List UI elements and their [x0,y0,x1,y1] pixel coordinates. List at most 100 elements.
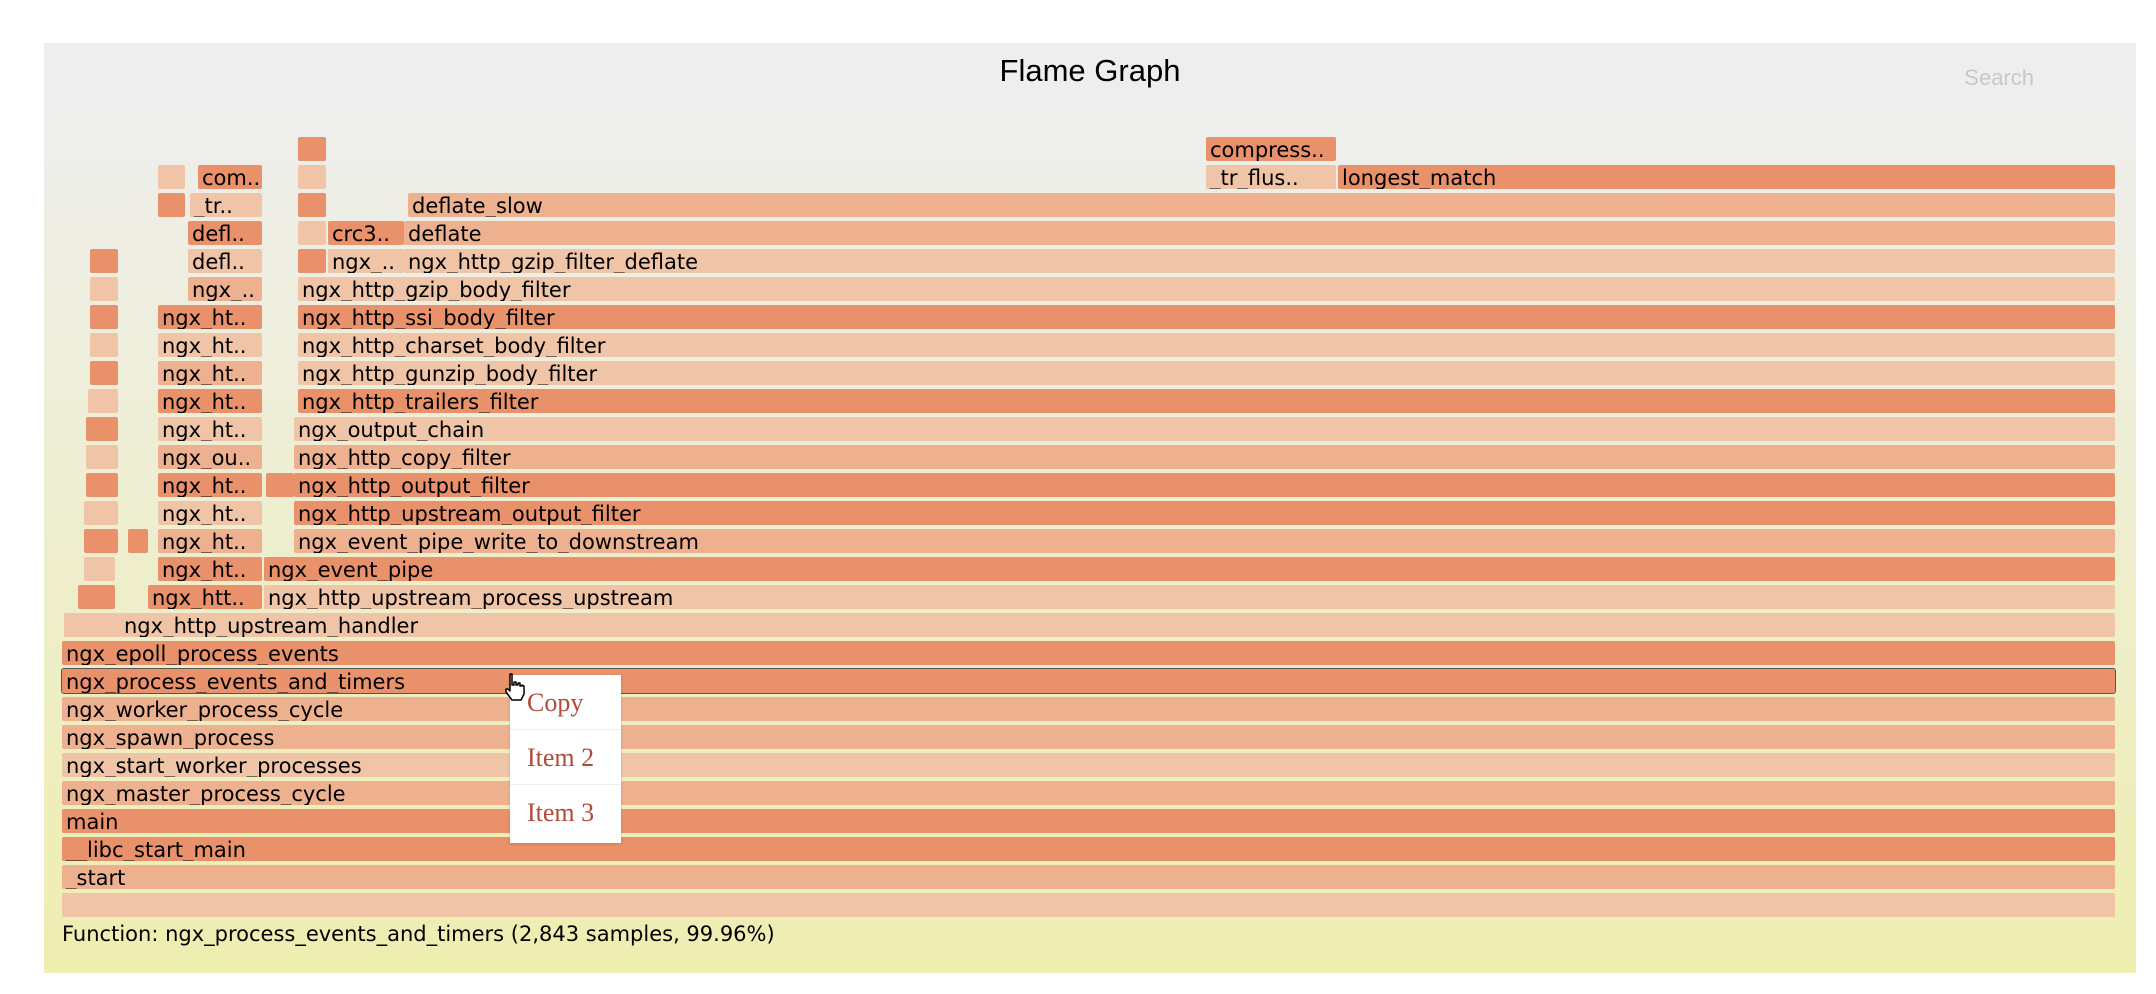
frame-crc3[interactable]: crc3.. [328,221,404,245]
frame-label: ngx_master_process_cycle [66,782,346,805]
frame-libc-start-main[interactable]: __libc_start_main [62,837,2115,861]
frame-ngx-http-ssi-body-filter[interactable]: ngx_http_ssi_body_filter [298,305,2115,329]
frame-ngx-ht[interactable]: ngx_ht.. [158,417,262,441]
frame-unlabeled[interactable] [84,529,118,553]
frame-ngx-http-upstream-handler[interactable]: ngx_http_upstream_handler [120,613,2115,637]
frame-ngx-output-chain[interactable]: ngx_output_chain [294,417,2115,441]
frame-unlabeled[interactable] [128,529,148,553]
frame-ngx-worker-process-cycle[interactable]: ngx_worker_process_cycle [62,697,2115,721]
frame-unlabeled[interactable] [90,249,118,273]
frame-label: ngx_ou.. [162,446,252,469]
frame-unlabeled[interactable] [84,557,115,581]
frame-start[interactable]: _start [62,865,2115,889]
context-menu-item-2[interactable]: Item 2 [510,730,621,785]
frame-label: ngx_ht.. [162,390,247,413]
search-button[interactable]: Search [1964,65,2034,90]
frame-ngx[interactable]: ngx_.. [328,249,404,273]
frame-com[interactable]: com.. [198,165,262,189]
frame-label: ngx_ht.. [162,558,247,581]
frame-ngx[interactable]: ngx_.. [188,277,262,301]
hand-cursor-icon [505,673,525,701]
frame-unlabeled[interactable] [86,417,118,441]
frame-ngx-http-charset-body-filter[interactable]: ngx_http_charset_body_filter [298,333,2115,357]
frame-label: compress.. [1210,138,1325,161]
frame-unlabeled[interactable] [298,165,326,189]
frame-ngx-event-pipe[interactable]: ngx_event_pipe [264,557,2115,581]
frame-label: ngx_event_pipe [268,558,434,581]
frame-ngx-ht[interactable]: ngx_ht.. [158,501,262,525]
frame-unlabeled[interactable] [90,305,118,329]
frame-label: ngx_http_ssi_body_filter [302,306,555,329]
frame-ngx-http-copy-filter[interactable]: ngx_http_copy_filter [294,445,2115,469]
frame-unlabeled[interactable] [90,277,118,301]
frame-unlabeled[interactable] [64,613,120,637]
frame-ngx-master-process-cycle[interactable]: ngx_master_process_cycle [62,781,2115,805]
frame-unlabeled[interactable] [88,389,118,413]
frame-label: ngx_http_output_filter [298,474,530,497]
frame-ngx-ht[interactable]: ngx_ht.. [158,529,262,553]
frame-ngx-ht[interactable]: ngx_ht.. [158,389,262,413]
frame-label: ngx_start_worker_processes [66,754,362,777]
frame-ngx-event-pipe-write-to-downstream[interactable]: ngx_event_pipe_write_to_downstream [294,529,2115,553]
frame-ngx-ht[interactable]: ngx_ht.. [158,557,262,581]
frame-ngx-ht[interactable]: ngx_ht.. [158,473,262,497]
frame-ngx-http-gzip-body-filter[interactable]: ngx_http_gzip_body_filter [298,277,2115,301]
frame-label: defl.. [192,250,245,273]
frame-ngx-spawn-process[interactable]: ngx_spawn_process [62,725,2115,749]
frame-main[interactable]: main [62,809,2115,833]
frame-unlabeled[interactable] [298,137,326,161]
frame-unlabeled[interactable] [62,893,2115,917]
frame-label: ngx_ht.. [162,362,247,385]
frame-ngx-http-upstream-output-filter[interactable]: ngx_http_upstream_output_filter [294,501,2115,525]
frame-ngx-process-events-and-timers[interactable]: ngx_process_events_and_timers [61,668,2116,694]
frame-unlabeled[interactable] [90,361,118,385]
frame-defl[interactable]: defl.. [188,249,262,273]
frame-label: ngx_htt.. [152,586,245,609]
frame-label: main [66,810,119,833]
frame-ngx-ht[interactable]: ngx_ht.. [158,361,262,385]
frame-ngx-ou[interactable]: ngx_ou.. [158,445,262,469]
context-menu: Copy Item 2 Item 3 [510,675,621,843]
frame-ngx-http-upstream-process-upstream[interactable]: ngx_http_upstream_process_upstream [264,585,2115,609]
frame-label: ngx_http_upstream_output_filter [298,502,641,525]
frame-label: ngx_ht.. [162,474,247,497]
frame-unlabeled[interactable] [298,193,326,217]
frame-deflate-slow[interactable]: deflate_slow [408,193,2115,217]
frame-label: defl.. [192,222,245,245]
frame-label: ngx_ht.. [162,502,247,525]
frame-defl[interactable]: defl.. [188,221,262,245]
frame-unlabeled[interactable] [78,585,115,609]
frame-unlabeled[interactable] [158,193,185,217]
frame-ngx-ht[interactable]: ngx_ht.. [158,333,262,357]
frame-ngx-epoll-process-events[interactable]: ngx_epoll_process_events [62,641,2115,665]
frame-unlabeled[interactable] [90,333,118,357]
frame-ngx-htt[interactable]: ngx_htt.. [148,585,262,609]
context-menu-item-3[interactable]: Item 3 [527,798,595,827]
frame-unlabeled[interactable] [84,501,118,525]
frame-deflate[interactable]: deflate [404,221,2115,245]
context-menu-copy[interactable]: Copy [510,675,621,730]
frame-ngx-http-gunzip-body-filter[interactable]: ngx_http_gunzip_body_filter [298,361,2115,385]
frame-longest-match[interactable]: longest_match [1338,165,2115,189]
frame-unlabeled[interactable] [266,473,294,497]
frame-unlabeled[interactable] [298,249,326,273]
frame-label: ngx_process_events_and_timers [66,670,406,693]
frame-label: ngx_ht.. [162,418,247,441]
frame-tr[interactable]: _tr.. [190,193,262,217]
frame-compress[interactable]: compress.. [1206,137,1336,161]
frame-ngx-http-output-filter[interactable]: ngx_http_output_filter [294,473,2115,497]
frame-ngx-ht[interactable]: ngx_ht.. [158,305,262,329]
frame-ngx-start-worker-processes[interactable]: ngx_start_worker_processes [62,753,2115,777]
frame-unlabeled[interactable] [298,221,326,245]
frame-ngx-http-trailers-filter[interactable]: ngx_http_trailers_filter [298,389,2115,413]
frame-label: longest_match [1342,166,1497,189]
frame-ngx-http-gzip-filter-deflate[interactable]: ngx_http_gzip_filter_deflate [404,249,2115,273]
frame-unlabeled[interactable] [158,165,185,189]
frame-unlabeled[interactable] [86,445,118,469]
frame-label: _start [66,866,126,889]
frame-label: ngx_ht.. [162,306,247,329]
status-line: Function: ngx_process_events_and_timers … [62,922,775,946]
frame-label: _tr_flus.. [1210,166,1299,189]
frame-unlabeled[interactable] [86,473,118,497]
frame-tr-flus[interactable]: _tr_flus.. [1206,165,1336,189]
